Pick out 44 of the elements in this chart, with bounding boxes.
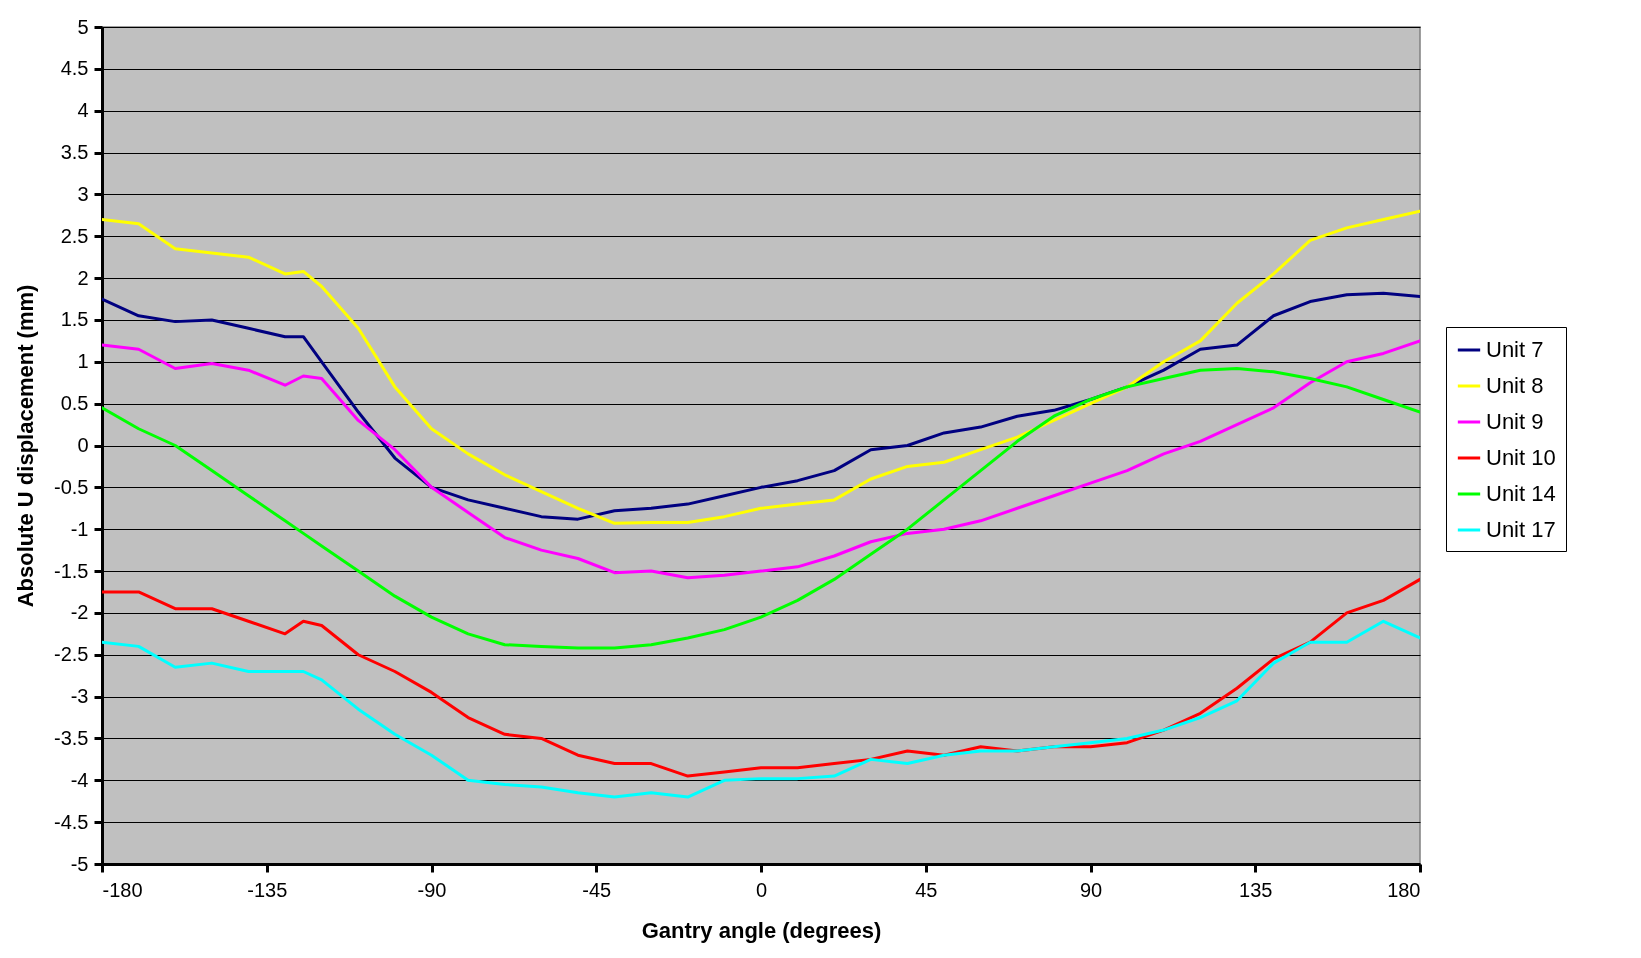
y-tick-label: -3.5	[54, 726, 89, 749]
line-series	[102, 339, 1420, 580]
y-tick-label: -1.5	[54, 559, 89, 582]
y-tick-label: 2	[77, 266, 89, 289]
x-tick-label: 135	[1239, 878, 1273, 901]
x-tick-label: 90	[1079, 878, 1103, 901]
legend-label: Unit 9	[1486, 409, 1544, 434]
line-series	[102, 209, 1420, 525]
legend-label: Unit 14	[1486, 481, 1556, 506]
y-tick-label: 3.5	[60, 141, 89, 164]
y-tick-label: -4	[70, 768, 89, 791]
line-series	[102, 619, 1420, 799]
x-tick-label: -90	[417, 878, 447, 901]
y-tick-label: 3	[77, 182, 89, 205]
y-tick-label: 0.5	[60, 392, 89, 415]
line-series	[102, 291, 1420, 521]
line-series	[102, 577, 1420, 778]
y-tick-label: 1.5	[60, 308, 89, 331]
y-tick-label: 4.5	[60, 57, 89, 80]
line-series	[102, 367, 1420, 650]
legend-label: Unit 8	[1486, 373, 1544, 398]
x-tick-label: -135	[247, 878, 288, 901]
y-axis-title: Absolute U displacement (mm)	[13, 284, 39, 608]
y-tick-label: -4.5	[54, 810, 89, 833]
y-tick-label: 1	[77, 350, 89, 373]
y-tick-label: -3	[70, 685, 89, 708]
y-tick-label: -2.5	[54, 643, 89, 666]
y-tick-label: -0.5	[54, 475, 89, 498]
legend-label: Unit 10	[1486, 445, 1556, 470]
x-tick-label: 180	[1387, 878, 1421, 901]
x-tick-label: 45	[915, 878, 938, 901]
legend-label: Unit 17	[1486, 517, 1556, 542]
y-tick-label: -1	[70, 517, 89, 540]
y-tick-label: 2.5	[60, 224, 89, 247]
x-tick-label: 0	[755, 878, 768, 901]
y-tick-label: 4	[77, 99, 89, 122]
x-tick-label: -45	[582, 878, 612, 901]
y-tick-label: 0	[77, 434, 89, 456]
y-tick-label: -5	[70, 852, 89, 875]
y-tick-label: 5	[77, 15, 89, 38]
x-tick-label: -180	[102, 878, 143, 901]
legend-label: Unit 7	[1486, 337, 1544, 362]
y-tick-label: -2	[70, 601, 89, 624]
x-axis-title: Gantry angle (degrees)	[641, 917, 882, 943]
